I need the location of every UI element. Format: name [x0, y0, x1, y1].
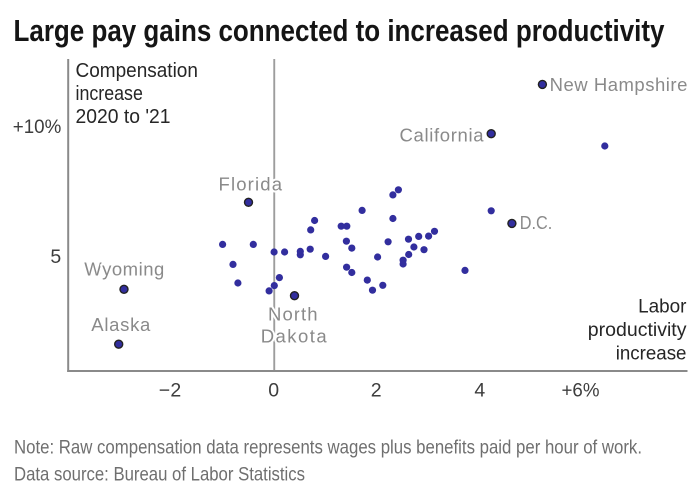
svg-text:Labor: Labor: [638, 296, 687, 317]
svg-text:increase: increase: [616, 343, 687, 364]
svg-text:+10%: +10%: [13, 116, 62, 138]
svg-text:Large pay gains connected to i: Large pay gains connected to increased p…: [14, 13, 666, 48]
svg-text:Data source: Bureau of Labor S: Data source: Bureau of Labor Statistics: [14, 463, 305, 485]
svg-text:5: 5: [50, 246, 61, 268]
svg-text:+6%: +6%: [562, 380, 600, 402]
svg-text:D.C.: D.C.: [520, 212, 553, 233]
svg-text:Florida: Florida: [219, 174, 283, 195]
svg-text:Note: Raw compensation data re: Note: Raw compensation data represents w…: [14, 437, 642, 459]
svg-text:−2: −2: [159, 380, 181, 402]
svg-text:2: 2: [371, 380, 382, 402]
svg-text:Alaska: Alaska: [91, 314, 151, 335]
svg-text:4: 4: [474, 380, 485, 402]
svg-text:2020 to '21: 2020 to '21: [76, 106, 171, 128]
svg-text:California: California: [400, 125, 485, 146]
svg-text:productivity: productivity: [588, 320, 687, 341]
svg-text:0: 0: [268, 380, 279, 402]
svg-text:Compensation: Compensation: [76, 60, 198, 82]
svg-text:New Hampshire: New Hampshire: [550, 74, 688, 95]
svg-text:Wyoming: Wyoming: [84, 258, 164, 279]
svg-text:Dakota: Dakota: [261, 325, 328, 346]
svg-text:increase: increase: [76, 83, 143, 105]
